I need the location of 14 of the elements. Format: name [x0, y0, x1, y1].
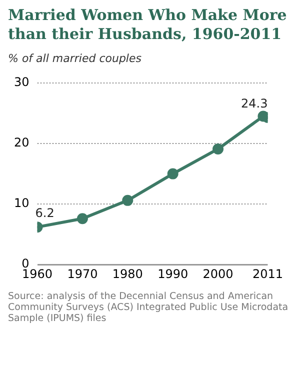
x-tick-label: 2011 [252, 266, 284, 281]
chart-subtitle: % of all married couples [8, 52, 142, 65]
y-tick-label: 10 [14, 196, 30, 210]
chart-title: Married Women Who Make More than their Husbands, 1960-2011 [8, 6, 288, 44]
x-tick-label: 1980 [112, 266, 143, 281]
x-tick-label: 1970 [67, 266, 98, 281]
y-tick-label: 30 [14, 75, 30, 90]
x-tick-label: 1990 [158, 266, 188, 281]
annotation: 6.2 [35, 206, 54, 220]
source-note: Source: analysis of the Decennial Census and American Community Surveys (ACS) Integrated Public Use Microdata Sample (IPUMS) files [8, 291, 290, 324]
x-tick-label: 1960 [22, 266, 53, 281]
y-tick-label: 20 [14, 136, 30, 150]
annotation: 24.3 [241, 96, 268, 111]
x-tick-label: 2000 [202, 266, 234, 281]
